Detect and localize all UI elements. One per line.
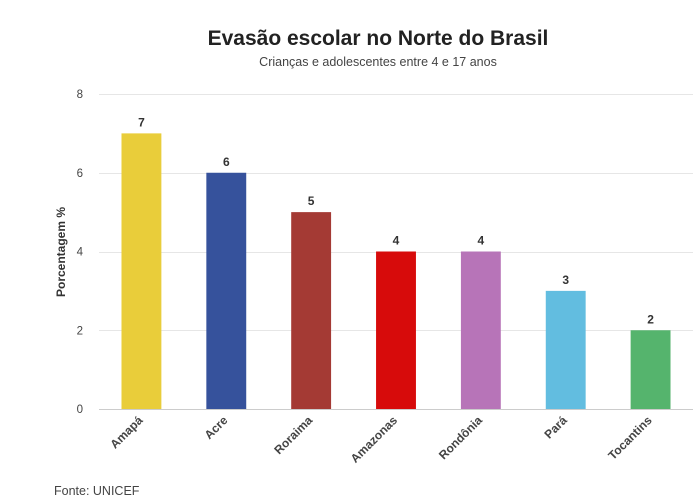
bar (545, 290, 586, 409)
y-tick-label: 6 (77, 168, 83, 180)
bars (121, 133, 671, 409)
bar (460, 251, 501, 409)
bar-value-label: 4 (393, 234, 400, 248)
bar-value-labels: 7 6 5 4 4 3 2 (138, 115, 654, 326)
chart-title: Evasão escolar no Norte do Brasil (208, 27, 549, 50)
x-axis-category-labels: Amapá Acre Roraima Amazonas Rondônia Pará Toca… (107, 413, 655, 466)
bar (121, 133, 162, 409)
bar (376, 251, 416, 409)
y-axis-label: Porcentagem % (54, 207, 68, 297)
bar-value-label: 6 (223, 155, 230, 169)
bar (206, 172, 247, 409)
x-tick-label: Amazonas (348, 413, 401, 466)
y-tick-label: 8 (77, 89, 83, 101)
x-tick-label: Acre (202, 413, 231, 442)
x-tick-label: Tocantins (605, 413, 655, 463)
bar-value-label: 4 (478, 234, 485, 248)
y-tick-label: 0 (77, 404, 83, 416)
bar-value-label: 2 (647, 312, 654, 326)
x-tick-label: Amapá (107, 413, 145, 451)
x-tick-label: Rondônia (436, 413, 485, 462)
bar-value-label: 3 (562, 273, 569, 287)
bar-value-label: 7 (138, 115, 145, 129)
source-note: Fonte: UNICEF (54, 484, 140, 497)
y-tick-label: 4 (77, 247, 84, 259)
bar (291, 212, 332, 409)
y-tick-label: 2 (77, 325, 83, 337)
bar-value-label: 5 (308, 194, 315, 208)
x-tick-label: Pará (542, 413, 571, 442)
bar (630, 330, 671, 409)
chart-subtitle: Crianças e adolescentes entre 4 e 17 ano… (259, 55, 497, 69)
x-tick-label: Roraima (271, 413, 315, 457)
y-axis-ticks: 0 2 4 6 8 (77, 89, 84, 416)
